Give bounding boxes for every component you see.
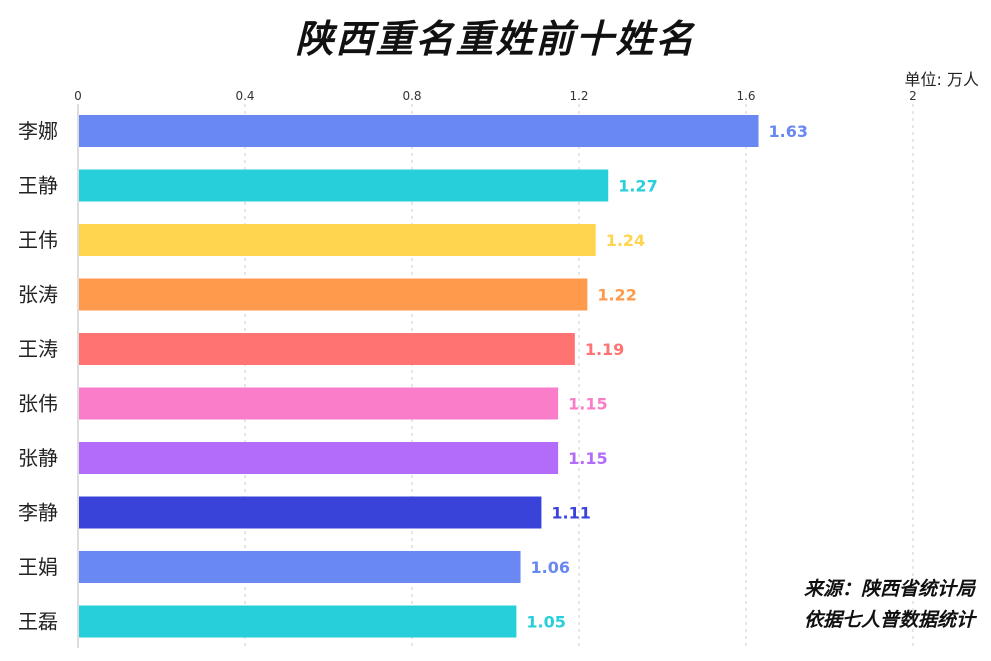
value-label: 1.15 <box>568 449 607 468</box>
category-label: 张伟 <box>18 392 58 416</box>
category-label: 王娟 <box>18 555 58 579</box>
chart-title: 陕西重名重姓前十姓名 <box>295 17 696 61</box>
category-label: 王静 <box>18 174 58 198</box>
source-note: 来源：陕西省统计局 依据七人普数据统计 <box>804 574 975 636</box>
category-label: 张涛 <box>18 283 58 307</box>
x-tick-label: 0.8 <box>402 89 421 103</box>
x-tick-label: 1.2 <box>569 89 588 103</box>
source-line-2: 依据七人普数据统计 <box>803 609 975 631</box>
category-label: 王磊 <box>18 610 58 634</box>
bar <box>79 442 559 474</box>
value-label: 1.15 <box>568 395 607 414</box>
bar <box>79 387 559 420</box>
bar <box>79 496 542 529</box>
category-label: 王伟 <box>18 228 58 252</box>
bar <box>79 605 517 638</box>
value-label: 1.24 <box>606 231 645 250</box>
source-line-1: 来源：陕西省统计局 <box>803 578 975 600</box>
x-tick-label: 2 <box>909 89 917 103</box>
value-label: 1.11 <box>551 504 590 523</box>
bar <box>79 169 609 202</box>
bar <box>79 551 521 583</box>
bar <box>79 333 575 365</box>
category-label: 李娜 <box>18 119 58 143</box>
value-label: 1.19 <box>585 340 624 359</box>
unit-label: 单位: 万人 <box>904 70 979 89</box>
value-label: 1.05 <box>526 613 565 632</box>
category-label: 李静 <box>18 501 58 525</box>
x-tick-label: 0.4 <box>235 89 254 103</box>
x-tick-label: 1.6 <box>736 89 755 103</box>
value-label: 1.63 <box>769 122 808 141</box>
bar <box>79 115 759 147</box>
bar <box>79 278 588 311</box>
x-tick-label: 0 <box>74 89 82 103</box>
value-label: 1.22 <box>597 286 636 305</box>
value-label: 1.27 <box>618 177 657 196</box>
category-label: 王涛 <box>18 337 58 361</box>
value-label: 1.06 <box>531 558 570 577</box>
bar <box>79 224 596 256</box>
category-label: 张静 <box>18 446 58 470</box>
